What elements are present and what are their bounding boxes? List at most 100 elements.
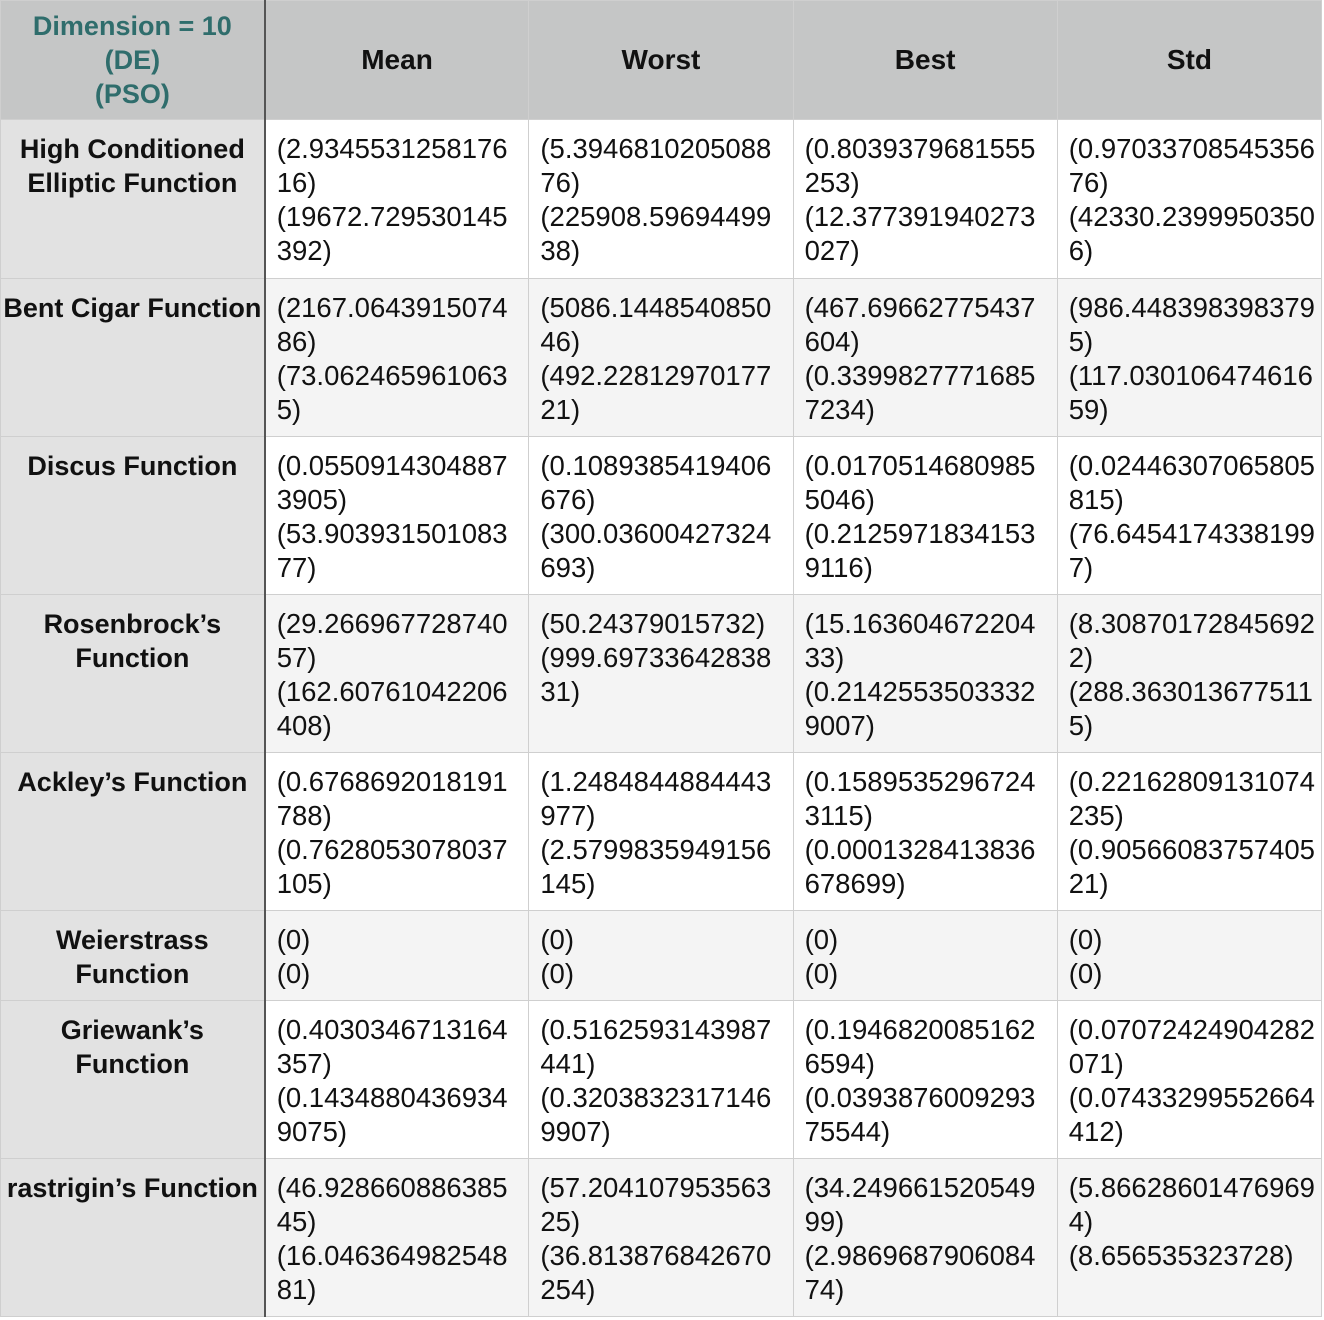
de-value: (2.934553125817616)	[276, 133, 508, 198]
de-value: (15.16360467220433)	[804, 608, 1036, 673]
de-value: (0)	[1068, 924, 1103, 955]
value-cell-mean: (29.26696772874057) (162.60761042206408)	[264, 594, 530, 753]
value-cell-worst: (1.2484844884443977) (2.5799835949156145)	[528, 752, 794, 911]
function-name-cell: Bent Cigar Function	[0, 278, 266, 437]
value-cell-worst: (50.24379015732) (999.6973364283831)	[528, 594, 794, 753]
pso-value: (42330.23999503506)	[1068, 201, 1315, 266]
pso-value: (0.21425535033329007)	[804, 676, 1036, 741]
value-cell-mean: (0) (0)	[264, 910, 530, 1001]
pso-value: (73.0624659610635)	[276, 360, 508, 425]
value-cell-worst: (0) (0)	[528, 910, 794, 1001]
value-cell-best: (0) (0)	[792, 910, 1058, 1001]
table-row: Discus Function (0.05509143048873905) (53.…	[0, 436, 1323, 595]
function-name-cell: rastrigin’s Function	[0, 1158, 266, 1317]
column-header-mean: Mean	[264, 0, 530, 120]
value-cell-std: (0) (0)	[1056, 910, 1323, 1001]
value-cell-best: (0.8039379681555253) (12.377391940273027)	[792, 119, 1058, 279]
value-cell-worst: (0.1089385419406676) (300.03600427324693)	[528, 436, 794, 595]
function-name-cell: Weierstrass Function	[0, 910, 266, 1001]
pso-value: (0.14348804369349075)	[276, 1082, 508, 1147]
column-header-std: Std	[1056, 0, 1323, 120]
table-row: Bent Cigar Function (2167.064391507486) (7…	[0, 278, 1323, 437]
pso-value: (53.90393150108377)	[276, 518, 508, 583]
column-header-best: Best	[792, 0, 1058, 120]
pso-value: (0.7628053078037105)	[276, 834, 508, 899]
de-label: (DE)	[104, 45, 161, 75]
de-value: (50.24379015732)	[540, 608, 766, 639]
value-cell-std: (0.22162809131074235) (0.9056608375740521…	[1056, 752, 1323, 911]
pso-value: (36.813876842670254)	[540, 1240, 772, 1305]
value-cell-std: (0.9703370854535676) (42330.23999503506)	[1056, 119, 1323, 279]
pso-value: (0.039387600929375544)	[804, 1082, 1036, 1147]
de-value: (0.4030346713164357)	[276, 1014, 508, 1079]
de-value: (29.26696772874057)	[276, 608, 508, 673]
de-value: (34.24966152054999)	[804, 1172, 1036, 1237]
de-value: (0.8039379681555253)	[804, 133, 1036, 198]
pso-value: (492.2281297017721)	[540, 360, 772, 425]
de-value: (0.9703370854535676)	[1068, 133, 1315, 198]
pso-value: (12.377391940273027)	[804, 201, 1036, 266]
value-cell-mean: (46.92866088638545) (16.04636498254881)	[264, 1158, 530, 1317]
value-cell-std: (986.4483983983795) (117.03010647461659)	[1056, 278, 1323, 437]
table-row: Rosenbrock’s Function (29.26696772874057)…	[0, 594, 1323, 753]
value-cell-worst: (0.5162593143987441) (0.32038323171469907…	[528, 1000, 794, 1159]
pso-value: (300.03600427324693)	[540, 518, 772, 583]
value-cell-std: (5.866286014769694) (8.656535323728)	[1056, 1158, 1323, 1317]
pso-value: (117.03010647461659)	[1068, 360, 1313, 425]
value-cell-std: (8.308701728456922) (288.3630136775115)	[1056, 594, 1323, 753]
pso-value: (2.5799835949156145)	[540, 834, 772, 899]
de-value: (0.02446307065805815)	[1068, 450, 1315, 515]
dimension-label: Dimension = 10	[32, 11, 232, 41]
value-cell-std: (0.07072424904282071) (0.0743329955266441…	[1056, 1000, 1323, 1159]
de-value: (5086.144854085046)	[540, 292, 772, 357]
value-cell-best: (15.16360467220433) (0.21425535033329007)	[792, 594, 1058, 753]
function-name-cell: Ackley’s Function	[0, 752, 266, 911]
value-cell-worst: (5086.144854085046) (492.2281297017721)	[528, 278, 794, 437]
de-value: (8.308701728456922)	[1068, 608, 1315, 673]
value-cell-mean: (0.6768692018191788) (0.7628053078037105)	[264, 752, 530, 911]
pso-value: (0.07433299552664412)	[1068, 1082, 1315, 1147]
de-value: (0.22162809131074235)	[1068, 766, 1315, 831]
value-cell-best: (34.24966152054999) (2.986968790608474)	[792, 1158, 1058, 1317]
pso-value: (76.64541743381997)	[1068, 518, 1315, 583]
pso-value: (0)	[276, 958, 311, 989]
function-name-cell: High Conditioned Elliptic Function	[0, 119, 266, 279]
value-cell-best: (467.69662775437604) (0.3399827771685 723…	[792, 278, 1058, 437]
de-value: (0.01705146809855046)	[804, 450, 1036, 515]
value-cell-best: (0.01705146809855046) (0.2125971834153911…	[792, 436, 1058, 595]
value-cell-best: (0.19468200851626594) (0.0393876009293755…	[792, 1000, 1058, 1159]
value-cell-worst: (57.20410795356325) (36.813876842670254)	[528, 1158, 794, 1317]
de-value: (0.05509143048873905)	[276, 450, 508, 515]
de-value: (0.19468200851626594)	[804, 1014, 1036, 1079]
table-row: Weierstrass Function (0) (0) (0) (0) (0) (0) (0…	[0, 910, 1323, 1001]
de-value: (986.4483983983795)	[1068, 292, 1315, 357]
pso-value: (0)	[804, 958, 839, 989]
de-value: (0.6768692018191788)	[276, 766, 508, 831]
pso-value: (0.32038323171469907)	[540, 1082, 772, 1147]
table-row: rastrigin’s Function (46.92866088638545)(…	[0, 1158, 1323, 1317]
de-value: (0)	[804, 924, 839, 955]
value-cell-std: (0.02446307065805815) (76.64541743381997)	[1056, 436, 1323, 595]
pso-value: (0.3399827771685 7234)	[804, 360, 1036, 425]
de-value: (57.20410795356325)	[540, 1172, 772, 1237]
de-value: (1.2484844884443977)	[540, 766, 772, 831]
de-value: (0.1089385419406676)	[540, 450, 772, 515]
pso-value: (225908.5969449938)	[540, 201, 772, 266]
function-name-cell: Discus Function	[0, 436, 266, 595]
column-header-worst: Worst	[528, 0, 794, 120]
table-row: Griewank’s Function (0.4030346713164357)(…	[0, 1000, 1323, 1159]
pso-value: (999.6973364283831)	[540, 642, 772, 707]
de-value: (46.92866088638545)	[276, 1172, 508, 1237]
pso-value: (2.986968790608474)	[804, 1240, 1036, 1305]
de-value: (0.15895352967243115)	[804, 766, 1036, 831]
de-value: (5.866286014769694)	[1068, 1172, 1315, 1237]
pso-value: (19672.729530145392)	[276, 201, 508, 266]
de-value: (0.07072424904282071)	[1068, 1014, 1315, 1079]
de-value: (0)	[276, 924, 311, 955]
de-value: (2167.064391507486)	[276, 292, 508, 357]
pso-value: (8.656535323728)	[1068, 1240, 1294, 1271]
header-row: Dimension = 10 (DE) (PSO) Mean Worst Bes…	[0, 0, 1323, 120]
de-value: (467.69662775437604)	[804, 292, 1036, 357]
pso-label: (PSO)	[94, 79, 170, 109]
